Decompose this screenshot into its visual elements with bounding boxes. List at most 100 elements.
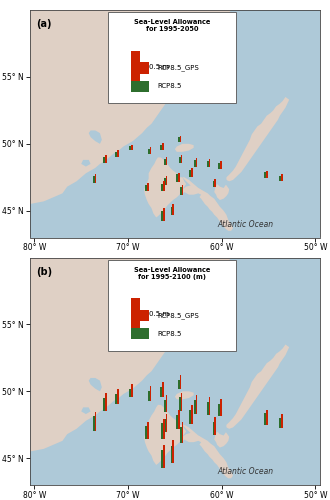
Bar <box>145 426 147 439</box>
Polygon shape <box>182 433 203 445</box>
Bar <box>166 414 167 432</box>
Bar <box>178 138 180 142</box>
Polygon shape <box>254 400 261 407</box>
Bar <box>207 402 209 414</box>
Polygon shape <box>81 408 91 414</box>
Polygon shape <box>175 198 184 208</box>
Bar <box>166 157 167 164</box>
Bar <box>189 410 191 424</box>
Bar <box>164 418 166 432</box>
Bar <box>131 144 133 150</box>
Bar <box>117 150 119 156</box>
Bar <box>172 204 174 216</box>
Bar <box>182 422 183 443</box>
Bar <box>194 160 196 166</box>
Bar <box>171 206 172 216</box>
Bar <box>160 387 162 398</box>
Bar <box>180 187 182 196</box>
Bar <box>187 32 188 36</box>
Bar <box>180 376 182 390</box>
Polygon shape <box>224 97 289 182</box>
Bar <box>163 444 165 468</box>
Bar <box>187 276 188 283</box>
Text: RCP8.5_GPS: RCP8.5_GPS <box>157 312 199 319</box>
Bar <box>264 414 266 426</box>
Bar <box>131 328 149 340</box>
Bar <box>93 176 94 184</box>
Polygon shape <box>224 344 289 429</box>
Bar <box>209 160 211 167</box>
Bar <box>147 422 149 439</box>
Bar <box>162 382 164 398</box>
Bar <box>207 161 209 167</box>
Bar <box>218 404 220 416</box>
Bar <box>93 416 94 431</box>
Bar <box>196 396 197 414</box>
Bar <box>185 34 187 36</box>
FancyBboxPatch shape <box>108 260 236 351</box>
Bar <box>163 182 165 192</box>
Bar <box>166 395 167 412</box>
Polygon shape <box>182 178 233 231</box>
Bar <box>266 410 268 426</box>
Bar <box>105 155 107 163</box>
Polygon shape <box>182 440 201 446</box>
Bar <box>94 174 96 184</box>
Bar <box>180 136 182 142</box>
Text: 0.5 m: 0.5 m <box>149 312 169 318</box>
Bar <box>150 147 151 154</box>
Bar <box>145 185 147 192</box>
Bar <box>214 418 216 435</box>
Polygon shape <box>89 130 102 144</box>
Polygon shape <box>175 445 184 456</box>
Polygon shape <box>144 157 186 218</box>
Bar <box>179 398 181 410</box>
Bar <box>176 174 178 182</box>
Bar <box>281 174 282 180</box>
Polygon shape <box>30 258 231 485</box>
Bar <box>196 158 197 166</box>
Polygon shape <box>175 144 194 152</box>
Polygon shape <box>182 186 203 198</box>
Bar <box>161 424 163 439</box>
Bar <box>103 157 105 163</box>
Bar <box>180 426 182 443</box>
Bar <box>281 414 282 428</box>
Bar <box>178 380 180 390</box>
Bar <box>150 386 151 402</box>
Bar <box>160 145 162 150</box>
Polygon shape <box>214 429 229 448</box>
Bar <box>266 170 268 178</box>
FancyBboxPatch shape <box>108 12 236 104</box>
Polygon shape <box>182 192 201 198</box>
Bar <box>166 176 167 184</box>
Bar <box>94 412 96 431</box>
Bar <box>131 80 149 92</box>
Polygon shape <box>182 425 233 478</box>
Polygon shape <box>105 408 117 416</box>
Bar <box>161 450 163 468</box>
Bar <box>129 146 131 150</box>
Bar <box>131 298 140 330</box>
Polygon shape <box>105 161 117 169</box>
Bar <box>209 397 211 414</box>
Bar <box>105 393 107 410</box>
Bar <box>172 440 174 463</box>
Bar <box>218 163 220 168</box>
Polygon shape <box>158 402 226 436</box>
Bar <box>115 394 117 404</box>
Polygon shape <box>214 182 229 200</box>
Bar <box>213 422 214 435</box>
Bar <box>189 170 191 176</box>
Bar <box>162 144 164 150</box>
Bar <box>220 161 222 168</box>
Text: Sea-Level Allowance
for 1995-2100 (m): Sea-Level Allowance for 1995-2100 (m) <box>134 266 210 280</box>
Polygon shape <box>30 10 231 237</box>
Bar <box>181 155 182 163</box>
Bar <box>161 211 163 221</box>
Bar <box>117 389 119 404</box>
Bar <box>191 168 193 176</box>
Polygon shape <box>158 154 226 188</box>
Polygon shape <box>175 392 194 400</box>
Text: RCP8.5: RCP8.5 <box>157 83 182 89</box>
